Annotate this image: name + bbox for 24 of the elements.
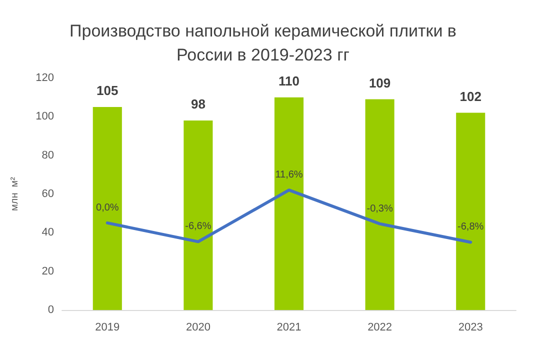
y-tick-label: 60 (42, 188, 54, 200)
data-label: -6,8% (458, 222, 484, 233)
y-tick-label: 100 (36, 110, 54, 123)
x-tick-label: 2020 (186, 322, 210, 334)
data-label: 102 (460, 88, 482, 104)
data-label: 98 (190, 96, 206, 112)
data-label: 105 (96, 83, 118, 98)
y-tick-label: 120 (36, 72, 54, 84)
x-tick-label: 2021 (276, 322, 302, 334)
data-label: 110 (278, 73, 300, 88)
y-tick-label: 0 (48, 304, 54, 316)
data-label: -0,3% (366, 203, 393, 214)
chart-title: Производство напольной керамической плитки в России в 2019-2023 гг (70, 22, 456, 64)
x-tick-label: 2022 (368, 322, 392, 334)
y-tick-label: 80 (42, 149, 54, 162)
y-tick-label: 20 (42, 265, 54, 278)
x-tick-label: 2019 (95, 322, 120, 334)
data-label: 109 (368, 75, 391, 90)
y-axis-title: млн м² (10, 176, 20, 211)
data-label: -6,6% (185, 221, 212, 232)
data-label: 11,6% (275, 170, 303, 181)
x-tick-label: 2023 (458, 322, 483, 334)
data-label: 0,0% (96, 202, 119, 214)
y-tick-label: 40 (42, 226, 54, 239)
